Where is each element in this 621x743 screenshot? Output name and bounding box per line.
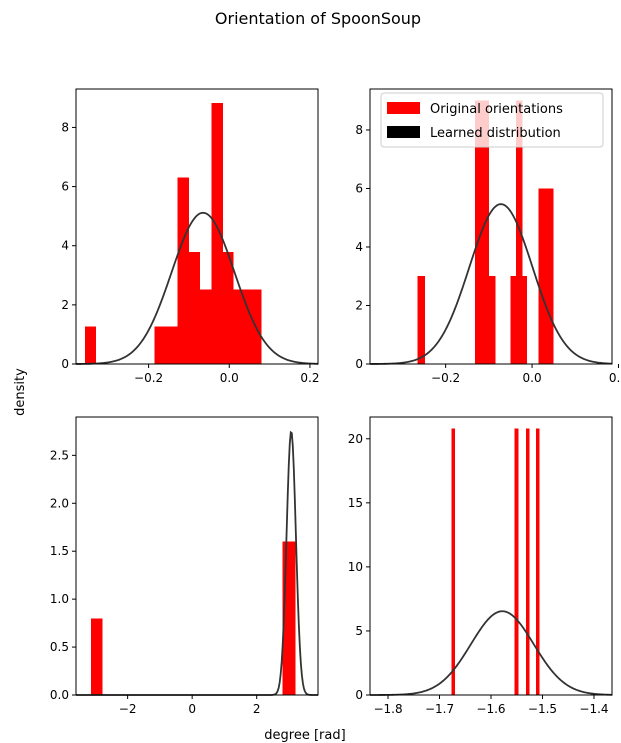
y-tick-label: 15 <box>348 496 363 510</box>
y-tick-label: 8 <box>61 120 69 134</box>
histogram-bar <box>84 326 97 364</box>
subplot-bottom-right: −1.8 −1.7 −1.6 −1.5 −1.4 0 5 10 15 20 <box>348 416 613 716</box>
legend-swatch-learned <box>387 126 420 138</box>
histogram-bar <box>488 276 496 364</box>
histogram-bar <box>417 276 425 364</box>
legend-swatch-original <box>387 102 420 114</box>
histogram-bar <box>451 428 455 695</box>
y-tick-label: 8 <box>355 123 363 137</box>
x-tick-label: −0.2 <box>431 371 460 385</box>
y-tick-label: 2 <box>61 298 69 312</box>
x-tick-label: −1.8 <box>373 702 402 716</box>
histogram-bar <box>154 326 178 364</box>
histogram-bar <box>233 289 245 364</box>
y-tick-label: 2 <box>355 298 363 312</box>
y-tick-label: 1.0 <box>50 592 69 606</box>
axes-frame <box>75 88 319 365</box>
x-tick-label: −2 <box>119 702 137 716</box>
axes-frame <box>75 416 319 696</box>
y-tick-label: 6 <box>61 180 69 194</box>
figure-xlabel: degree [rad] <box>264 728 345 743</box>
histogram-bar <box>535 428 540 695</box>
y-tick-label: 6 <box>355 181 363 195</box>
histogram-bar <box>522 276 527 364</box>
subplot-top-right: −0.2 0.0 0.2 0 2 4 6 8 <box>355 88 621 385</box>
x-tick-label: 0.0 <box>220 371 239 385</box>
y-tick-label: 0 <box>355 688 363 702</box>
y-tick-label: 0 <box>61 357 69 371</box>
x-tick-label: −1.4 <box>579 702 608 716</box>
legend-label-original: Original orientations <box>430 102 563 117</box>
legend: Original orientations Learned distributi… <box>380 92 604 148</box>
histogram-bar <box>188 252 201 364</box>
x-tick-label: 2 <box>253 702 261 716</box>
x-tick-label: −1.6 <box>476 702 505 716</box>
y-tick-label: 0.5 <box>50 640 69 654</box>
x-tick-label: −0.2 <box>134 371 163 385</box>
x-tick-label: 0.0 <box>523 371 542 385</box>
histogram-bar <box>211 103 223 365</box>
histogram-bar <box>90 618 103 695</box>
x-tick-label: 0 <box>188 702 196 716</box>
legend-label-learned: Learned distribution <box>430 126 561 141</box>
y-tick-label: 2.0 <box>50 496 69 510</box>
x-tick-label: 0.2 <box>609 371 621 385</box>
figure-ylabel: density <box>13 368 28 416</box>
histogram-bar <box>514 428 519 695</box>
y-tick-label: 20 <box>348 432 363 446</box>
y-tick-label: 1.5 <box>50 544 69 558</box>
y-tick-label: 4 <box>355 240 363 254</box>
histogram-bar <box>510 276 517 364</box>
histogram-bar <box>244 289 262 364</box>
legend-box <box>380 92 604 148</box>
y-tick-label: 0 <box>355 357 363 371</box>
x-tick-label: −1.7 <box>425 702 454 716</box>
histogram-bar <box>538 188 554 364</box>
y-tick-label: 10 <box>348 560 363 574</box>
learned-distribution-curve <box>75 211 319 365</box>
axes-frame <box>369 88 613 365</box>
histogram-bar <box>526 428 530 695</box>
x-tick-label: 0.2 <box>300 371 319 385</box>
histogram-bar <box>177 177 189 364</box>
figure-title: Orientation of SpoonSoup <box>215 9 421 28</box>
learned-distribution-curve <box>370 203 613 365</box>
y-tick-label: 2.5 <box>50 448 69 462</box>
learned-distribution-curve <box>370 610 613 696</box>
histogram-bar <box>222 252 234 364</box>
y-tick-label: 4 <box>61 239 69 253</box>
histogram-bar <box>200 289 212 364</box>
y-tick-label: 5 <box>355 624 363 638</box>
histogram-bar <box>516 100 523 365</box>
subplot-bottom-left: −2 0 2 0.0 0.5 1.0 1.5 2.0 2.5 <box>50 416 319 716</box>
y-tick-label: 0.0 <box>50 688 69 702</box>
subplot-top-left: −0.2 0.0 0.2 0 2 4 6 8 <box>61 88 319 385</box>
x-tick-label: −1.5 <box>528 702 557 716</box>
